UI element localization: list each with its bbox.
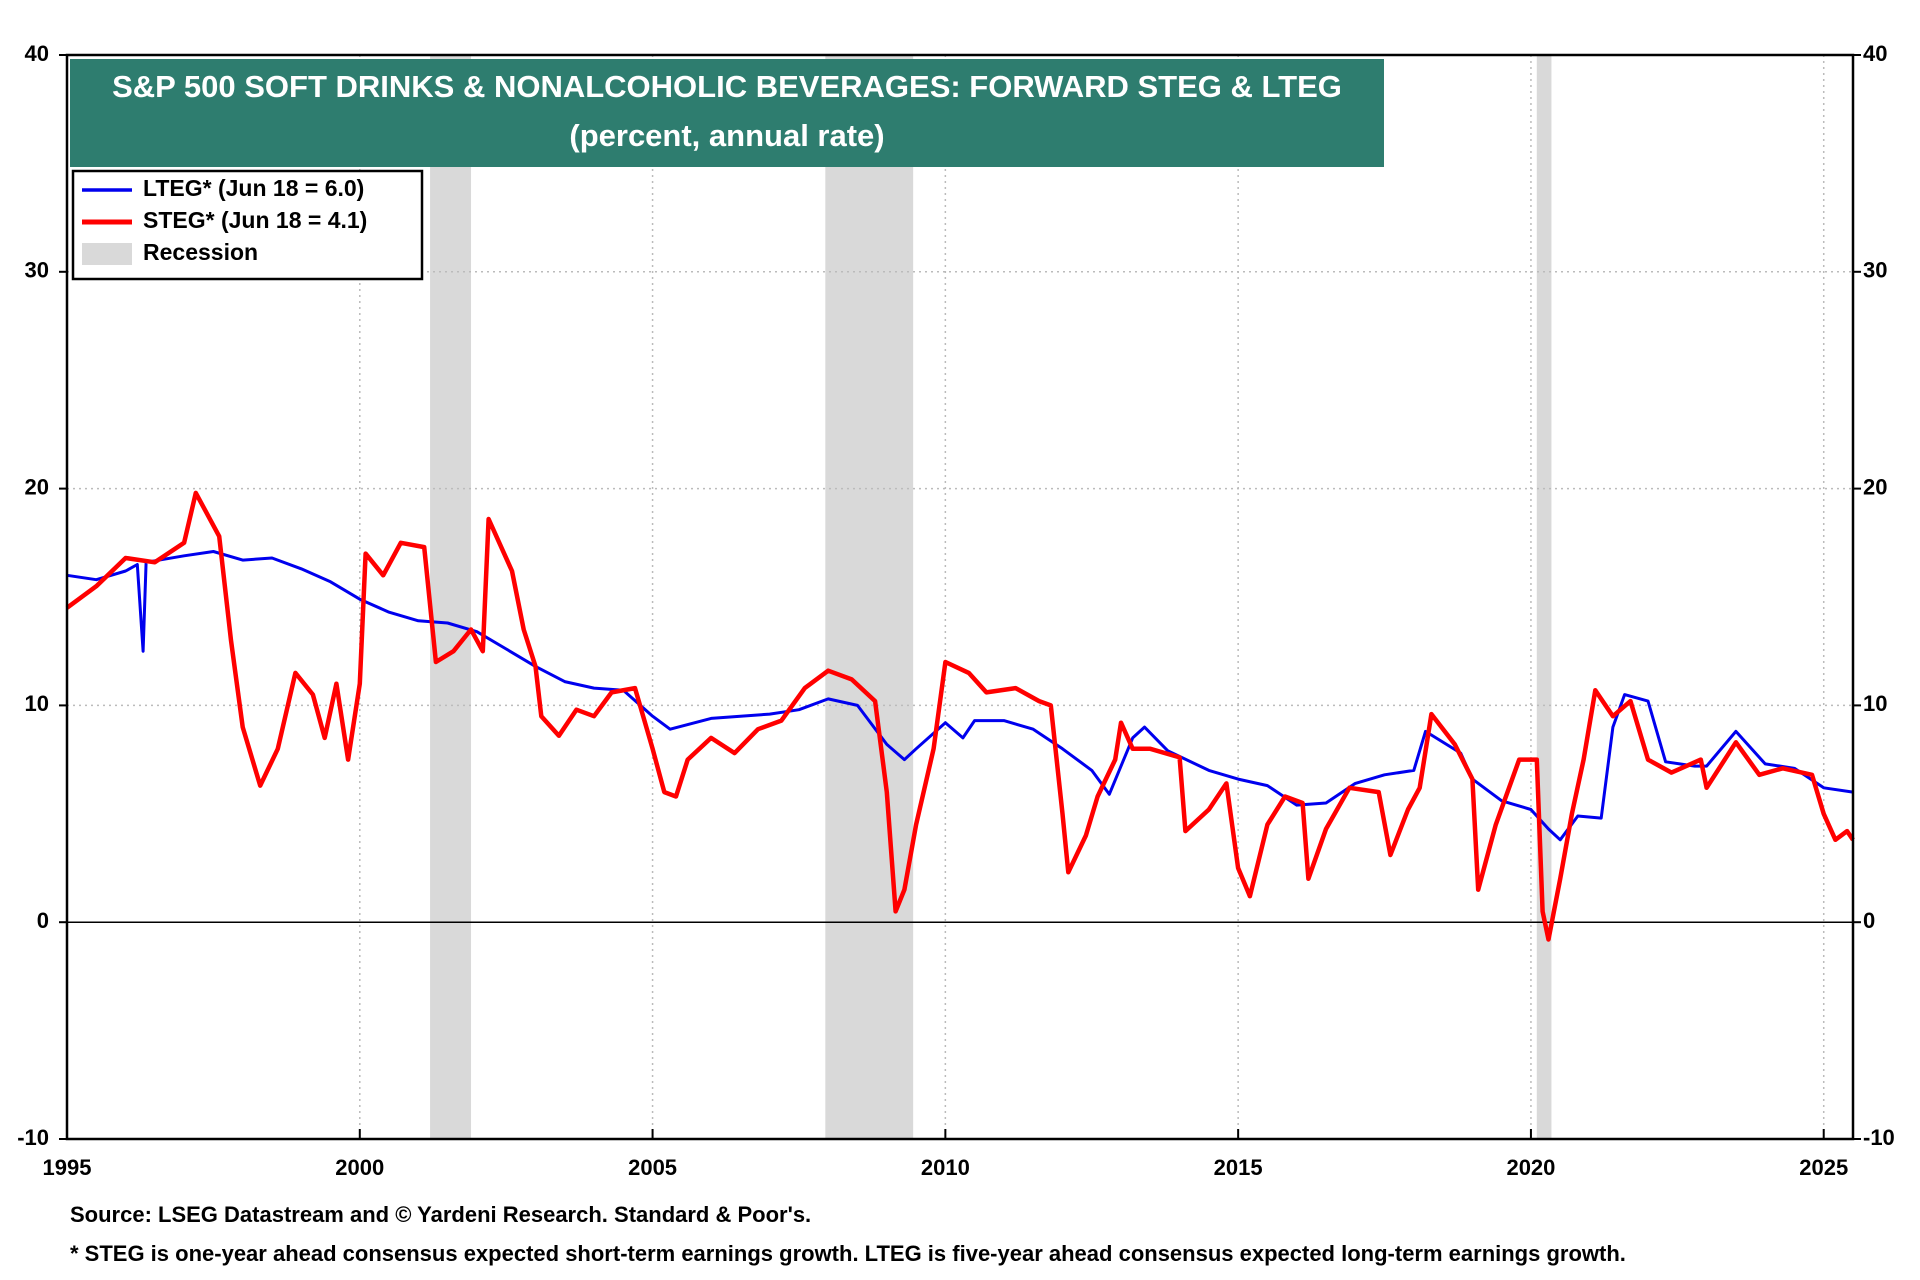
chart-subtitle: (percent, annual rate) bbox=[569, 118, 884, 153]
x-tick-label: 2000 bbox=[335, 1155, 384, 1180]
y-tick-label: 40 bbox=[25, 41, 49, 66]
recession-band bbox=[825, 55, 914, 1139]
legend-label: Recession bbox=[143, 239, 258, 265]
y2-tick-label: 30 bbox=[1863, 258, 1887, 283]
series-line bbox=[66, 550, 1854, 842]
y-tick-label: -10 bbox=[17, 1125, 49, 1150]
legend-label: STEG* (Jun 18 = 4.1) bbox=[143, 207, 367, 233]
recession-band bbox=[430, 55, 472, 1139]
y2-tick-label: 10 bbox=[1863, 691, 1887, 716]
y2-tick-label: 0 bbox=[1863, 908, 1875, 933]
x-tick-label: 2025 bbox=[1799, 1155, 1848, 1180]
x-tick-label: 1995 bbox=[43, 1155, 92, 1180]
y2-tick-label: 20 bbox=[1863, 474, 1887, 499]
x-tick-label: 2005 bbox=[628, 1155, 677, 1180]
x-tick-label: 2010 bbox=[921, 1155, 970, 1180]
y2-tick-label: 40 bbox=[1863, 41, 1887, 66]
x-tick-label: 2015 bbox=[1214, 1155, 1263, 1180]
legend-swatch bbox=[82, 243, 132, 265]
recession-band bbox=[1536, 55, 1552, 1139]
footnote: * STEG is one-year ahead consensus expec… bbox=[70, 1241, 1626, 1266]
source: Source: LSEG Datastream and © Yardeni Re… bbox=[70, 1202, 811, 1227]
legend-label: LTEG* (Jun 18 = 6.0) bbox=[143, 175, 364, 201]
y-tick-label: 30 bbox=[25, 258, 49, 283]
y-tick-label: 0 bbox=[37, 908, 49, 933]
y-tick-label: 10 bbox=[25, 691, 49, 716]
legend-items: LTEG* (Jun 18 = 6.0) STEG* (Jun 18 = 4.1)… bbox=[82, 175, 367, 265]
chart-title: S&P 500 SOFT DRINKS & NONALCOHOLIC BEVER… bbox=[112, 69, 1342, 104]
series-line bbox=[65, 490, 1855, 942]
y2-tick-label: -10 bbox=[1863, 1125, 1895, 1150]
x-tick-label: 2020 bbox=[1506, 1155, 1555, 1180]
title-box bbox=[70, 59, 1384, 167]
plot-frame bbox=[65, 53, 1855, 1141]
y-tick-label: 20 bbox=[25, 474, 49, 499]
